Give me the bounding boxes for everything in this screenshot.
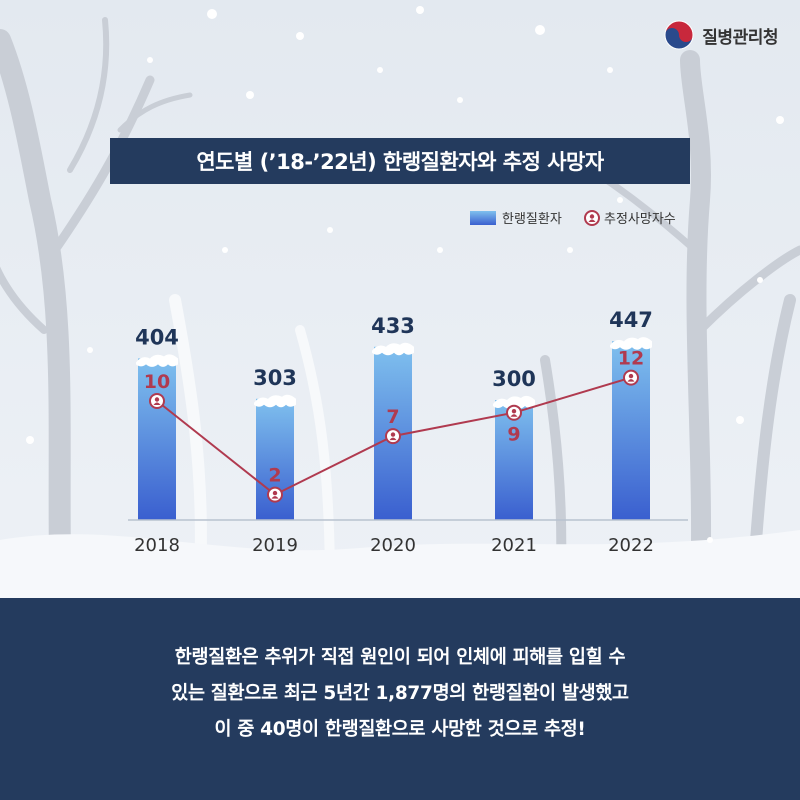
bar-value-label: 300	[492, 367, 536, 391]
description-line: 있는 질환으로 최근 5년간 1,877명의 한랭질환이 발생했고	[171, 683, 629, 704]
kdca-emblem-icon	[664, 20, 694, 50]
x-tick-label: 2021	[491, 535, 537, 556]
description: 한랭질환은 추위가 직접 원인이 되어 인체에 피해를 입힐 수 있는 질환으로…	[40, 640, 760, 748]
legend-bar-swatch	[470, 211, 496, 225]
snow-cap-icon	[610, 337, 652, 350]
bars	[136, 337, 652, 520]
snow-cap-icon	[372, 342, 414, 356]
x-tick-label: 2022	[608, 535, 654, 556]
deaths-value-label: 12	[618, 348, 644, 370]
legend: 한랭질환자 추정사망자수	[470, 210, 676, 227]
bar-2018	[138, 358, 176, 520]
legend-label: 한랭질환자	[502, 212, 562, 227]
snowflakes	[26, 6, 784, 543]
description-line: 한랭질환은 추위가 직접 원인이 되어 인체에 피해를 입힐 수	[174, 647, 626, 668]
deaths-value-label: 10	[144, 371, 170, 393]
logo: 질병관리청	[664, 20, 778, 50]
tree-left	[0, 17, 193, 571]
snow-cap-icon	[136, 354, 178, 367]
snow-cap-icon	[254, 394, 296, 408]
deaths-point	[506, 404, 522, 421]
snow-cap-icon	[493, 395, 535, 409]
bottom-panel	[0, 598, 800, 800]
deaths-point	[385, 428, 401, 445]
description-line: 이 중 40명이 한랭질환으로 사망한 것으로 추정!	[214, 719, 586, 740]
chart-title: 연도별 (’18-’22년) 한랭질환자와 추정 사망자	[110, 138, 690, 184]
legend-label: 추정사망자수	[604, 212, 676, 227]
bar-value-label: 404	[135, 325, 179, 349]
deaths-value-label: 2	[268, 465, 281, 487]
deaths-point	[149, 393, 165, 409]
x-tick-label: 2019	[252, 535, 298, 556]
bar-value-label: 447	[609, 308, 653, 332]
legend-deaths-marker-icon	[584, 210, 600, 226]
tree-middle	[169, 294, 335, 595]
deaths-value-label: 9	[507, 424, 520, 446]
deaths-value-label: 7	[386, 406, 399, 428]
labels: 404 2018 303 2019 433 2020 300 2021 447 2022 10 2 7 9…	[134, 308, 654, 556]
logo-text: 질병관리청	[702, 27, 778, 48]
x-tick-label: 2020	[370, 535, 416, 556]
bar-value-label: 303	[253, 366, 297, 390]
deaths-point	[267, 486, 283, 503]
line-series	[149, 369, 639, 503]
x-tick-label: 2018	[134, 535, 180, 556]
deaths-point	[623, 369, 639, 386]
bar-value-label: 433	[371, 314, 415, 338]
